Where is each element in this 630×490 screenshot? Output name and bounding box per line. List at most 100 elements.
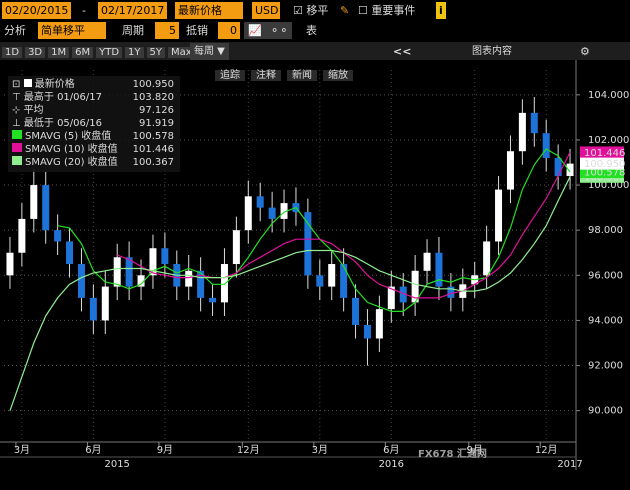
candle-body [340, 264, 348, 298]
period[interactable]: 5 [155, 22, 179, 39]
x-tick-label: 3月 [312, 444, 328, 456]
legend-value: 101.446 [132, 144, 174, 155]
candle-body [375, 309, 383, 339]
range-button[interactable]: 6M [72, 47, 94, 58]
y-tick-label: 100.000 [588, 180, 629, 191]
tool-button[interactable]: 缩放 [323, 70, 353, 81]
sma-line [9, 176, 571, 411]
table[interactable]: 表 [306, 24, 317, 37]
candle-body [220, 264, 228, 303]
info[interactable]: i [436, 2, 446, 19]
field[interactable]: 最新价格 [175, 2, 243, 19]
candle-body [399, 286, 407, 303]
legend-avg: ⊹ 平均 [12, 105, 44, 116]
tool-button[interactable]: 新闻 [287, 70, 317, 81]
x-tick-label: 9月 [467, 444, 483, 456]
candle-body [42, 185, 50, 231]
candle-body [101, 286, 109, 321]
back[interactable]: << [393, 45, 412, 58]
x-tick-label: 12月 [237, 444, 260, 456]
candle-body [506, 151, 514, 190]
candle-body [328, 264, 336, 287]
moving-avg-toggle[interactable]: ☑ 移平 [293, 4, 329, 17]
legend-last: ⊡ 最新价格 [12, 79, 75, 90]
candle-body [518, 112, 526, 152]
settings[interactable]: ⚙ [580, 45, 590, 58]
legend-value: 91.919 [139, 118, 174, 129]
ranges: 1D 3D 1M 6M YTD 1Y 5Y Max [2, 43, 198, 60]
candle-body [30, 185, 38, 219]
range-button[interactable]: 5Y [146, 47, 166, 58]
candle-body [423, 252, 431, 271]
candle-body [304, 212, 312, 276]
start-date[interactable]: 02/20/2015 [2, 2, 72, 19]
offset[interactable]: 0 [218, 22, 240, 39]
legend-high: ⊤ 最高于 01/06/17 [12, 92, 102, 103]
end-date[interactable]: 02/17/2017 [98, 2, 168, 19]
tool-button[interactable]: 追踪 [215, 70, 245, 81]
dash: - [82, 4, 86, 17]
candle-body [66, 241, 74, 265]
candle-body [6, 252, 14, 276]
value-tag-label: 100.578 [584, 168, 625, 179]
frequency[interactable]: 每周 ▼ [190, 43, 229, 60]
candle-body [483, 241, 491, 276]
candle-body [161, 248, 169, 265]
x-tick-label: 6月 [85, 444, 101, 456]
year-label: 2015 [104, 459, 129, 470]
watermark: FX678 汇通网 [418, 447, 487, 460]
year-label: 2017 [557, 459, 582, 470]
y-tick-label: 102.000 [588, 135, 629, 146]
legend-label: 最高于 01/06/17 [23, 92, 102, 103]
range-button[interactable]: 1D [2, 47, 23, 58]
candle-body [411, 270, 419, 303]
candle-body [316, 275, 324, 287]
legend-label: 平均 [23, 105, 44, 116]
legend-label: SMAVG (5) 收盘值 [25, 131, 112, 142]
legend-label: 最新价格 [34, 79, 75, 90]
year-label: 2016 [379, 459, 404, 470]
legend-swatch [12, 130, 22, 139]
legend: ⊡ 最新价格 100.950 ⊤ 最高于 01/06/17 103.820 ⊹ … [8, 76, 180, 172]
candle-body [268, 207, 276, 219]
y-tick-label: 98.000 [588, 225, 623, 236]
candle-body [530, 112, 538, 134]
range-button[interactable]: 3D [25, 47, 46, 58]
legend-item: SMAVG (10) 收盘值 101.446 [12, 143, 174, 156]
candle-body [137, 275, 145, 287]
candle-body [77, 264, 85, 298]
study[interactable]: 简单移平 [38, 22, 106, 39]
candle-body [89, 297, 97, 321]
legend-low: ⊥ 最低于 05/06/16 [12, 118, 102, 129]
legend-label: 最低于 05/06/16 [23, 118, 102, 129]
candle-body [232, 230, 240, 265]
candle-body [495, 189, 503, 242]
candle-body [113, 257, 121, 287]
x-tick-label: 6月 [383, 444, 399, 456]
events-toggle[interactable]: ☐ 重要事件 [358, 4, 416, 17]
line-icon[interactable]: 📈 [244, 22, 266, 39]
currency[interactable]: USD [252, 2, 280, 19]
sma-line [57, 148, 571, 312]
legend-item: SMAVG (5) 收盘值 100.578 [12, 130, 174, 143]
candle-body [352, 297, 360, 325]
legend-swatch [12, 143, 22, 152]
value-tag [580, 146, 624, 159]
legend-value: 100.367 [132, 157, 174, 168]
range-button[interactable]: YTD [96, 47, 123, 58]
chart-icon[interactable]: ⚬⚬ [266, 22, 293, 39]
y-tick-label: 104.000 [588, 90, 629, 101]
tool-button[interactable]: 注释 [251, 70, 281, 81]
range-button[interactable]: Max [168, 47, 195, 58]
range-button[interactable]: 1Y [125, 47, 144, 58]
pencil[interactable]: ✎ [340, 4, 350, 17]
candle-body [387, 286, 395, 310]
x-tick-label: 3月 [14, 444, 30, 456]
value-tag-label: 100.950 [584, 159, 625, 170]
x-tick-label: 12月 [535, 444, 558, 456]
candle-body [363, 324, 371, 339]
range-button[interactable]: 1M [48, 47, 70, 58]
y-tick-label: 94.000 [588, 315, 623, 326]
chart-content[interactable]: 图表内容 [472, 46, 512, 57]
